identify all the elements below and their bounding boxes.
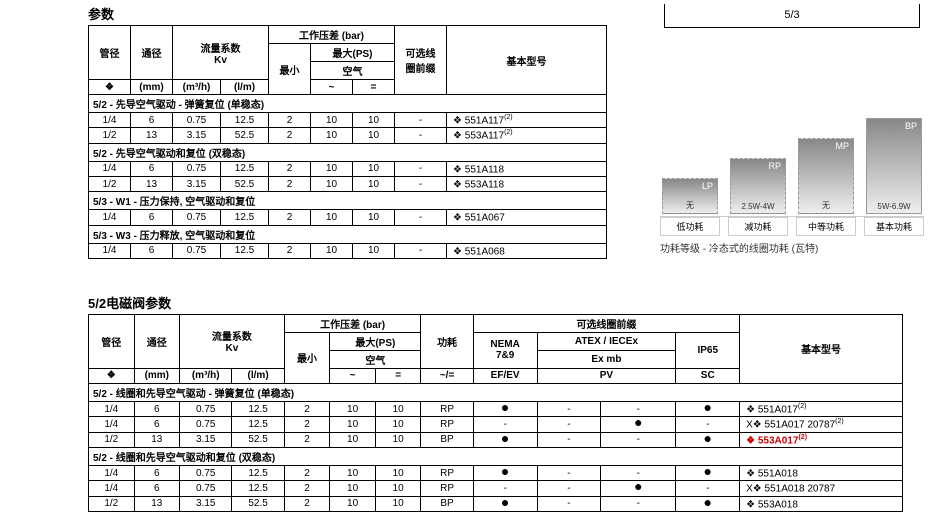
- table2: 管径通径 流量系数Kv 工作压差 (bar) 功耗 可选线圈前缀 基本型号 最小…: [88, 314, 903, 512]
- table1-title: 参数: [88, 4, 930, 23]
- table2-title: 5/2电磁阀参数: [88, 293, 930, 312]
- table1: 管径通径 流量系数Kv 工作压差 (bar) 可选线圈前缀 基本型号 最小最大(…: [88, 25, 607, 259]
- bars-caption: 功耗等级 - 冷态式的线圈功耗 (瓦特): [660, 240, 924, 255]
- power-bars: LP无RP2.5W-4WMP无BP5W-6.9W 低功耗减功耗中等功耗基本功耗 …: [660, 114, 924, 254]
